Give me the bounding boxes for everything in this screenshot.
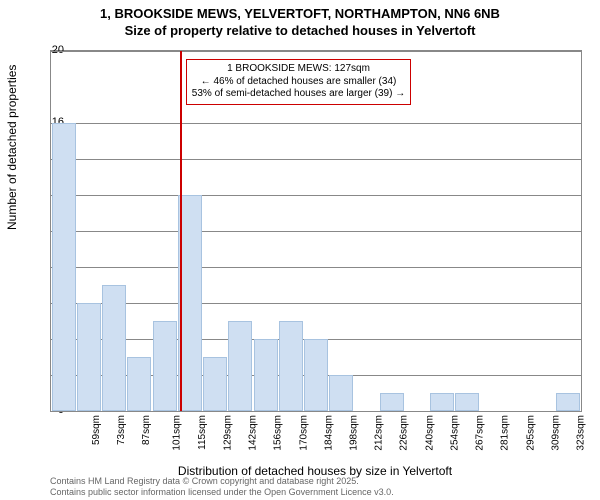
footer-line1: Contains HM Land Registry data © Crown c…: [50, 476, 394, 487]
x-tick-label: 87sqm: [141, 415, 152, 445]
annotation-line3: 53% of semi-detached houses are larger (…: [192, 88, 405, 101]
chart-title-line1: 1, BROOKSIDE MEWS, YELVERTOFT, NORTHAMPT…: [0, 0, 600, 23]
histogram-bar: [52, 123, 76, 411]
x-tick-label: 281sqm: [500, 415, 511, 451]
plot-area: 1 BROOKSIDE MEWS: 127sqm ← 46% of detach…: [50, 50, 582, 412]
x-tick-label: 240sqm: [424, 415, 435, 451]
histogram-bar: [153, 321, 177, 411]
marker-line: [180, 51, 182, 411]
x-tick-label: 129sqm: [222, 415, 233, 451]
x-tick-label: 309sqm: [550, 415, 561, 451]
gridline: [51, 195, 581, 196]
histogram-bar: [455, 393, 479, 411]
x-tick-label: 184sqm: [323, 415, 334, 451]
gridline: [51, 267, 581, 268]
x-tick-label: 226sqm: [399, 415, 410, 451]
gridline: [51, 123, 581, 124]
gridline: [51, 159, 581, 160]
gridline: [51, 303, 581, 304]
x-tick-label: 73sqm: [116, 415, 127, 445]
annotation-box: 1 BROOKSIDE MEWS: 127sqm ← 46% of detach…: [186, 59, 411, 105]
gridline: [51, 51, 581, 52]
histogram-bar: [556, 393, 580, 411]
x-tick-label: 170sqm: [298, 415, 309, 451]
histogram-bar: [279, 321, 303, 411]
gridline: [51, 231, 581, 232]
x-tick-label: 212sqm: [374, 415, 385, 451]
x-tick-label: 156sqm: [273, 415, 284, 451]
y-axis-label: Number of detached properties: [5, 65, 19, 230]
x-tick-label: 59sqm: [91, 415, 102, 445]
histogram-bar: [203, 357, 227, 411]
histogram-bar: [254, 339, 278, 411]
chart-container: 1, BROOKSIDE MEWS, YELVERTOFT, NORTHAMPT…: [0, 0, 600, 500]
x-tick-label: 295sqm: [525, 415, 536, 451]
x-tick-label: 142sqm: [248, 415, 259, 451]
histogram-bar: [77, 303, 101, 411]
gridline: [51, 411, 581, 412]
histogram-bar: [329, 375, 353, 411]
x-tick-label: 267sqm: [475, 415, 486, 451]
annotation-line1: 1 BROOKSIDE MEWS: 127sqm: [192, 63, 405, 76]
footer-line2: Contains public sector information licen…: [50, 487, 394, 498]
annotation-line2: ← 46% of detached houses are smaller (34…: [192, 76, 405, 89]
histogram-bar: [304, 339, 328, 411]
x-tick-label: 198sqm: [349, 415, 360, 451]
histogram-bar: [102, 285, 126, 411]
histogram-bar: [380, 393, 404, 411]
histogram-bar: [127, 357, 151, 411]
x-tick-label: 115sqm: [196, 415, 207, 450]
x-tick-label: 323sqm: [576, 415, 587, 451]
histogram-bar: [430, 393, 454, 411]
x-tick-label: 101sqm: [172, 415, 183, 451]
y-tick-label: 20: [52, 44, 64, 56]
histogram-bar: [228, 321, 252, 411]
footer-attribution: Contains HM Land Registry data © Crown c…: [50, 476, 394, 498]
chart-title-line2: Size of property relative to detached ho…: [0, 23, 600, 38]
x-tick-label: 254sqm: [450, 415, 461, 451]
